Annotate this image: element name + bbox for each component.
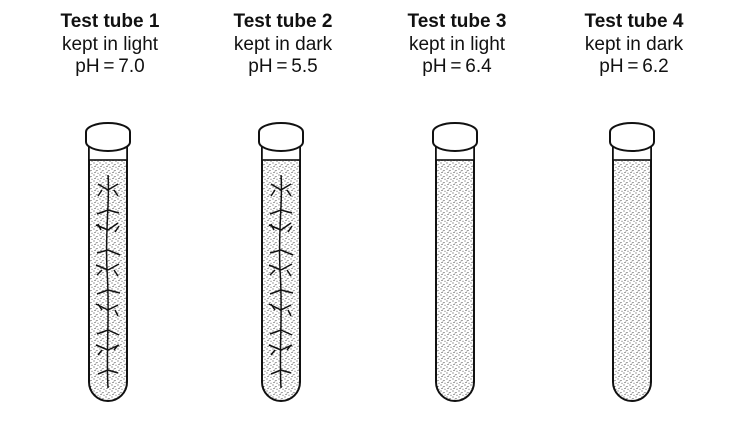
tube-labels: Test tube 1 kept in light pH = 7.0 bbox=[25, 10, 195, 78]
tube-ph: pH = 7.0 bbox=[75, 56, 145, 77]
tube-title: Test tube 1 bbox=[60, 11, 160, 32]
tube-drawing-4 bbox=[599, 120, 669, 410]
tube-drawing-3 bbox=[422, 120, 492, 410]
tube-condition: kept in dark bbox=[233, 34, 333, 55]
aquatic-plant bbox=[268, 174, 294, 389]
test-tube-2 bbox=[258, 122, 304, 402]
test-tube-4 bbox=[609, 122, 655, 402]
stopper-rim bbox=[609, 132, 655, 152]
tube-condition: kept in light bbox=[408, 34, 506, 55]
tube-labels: Test tube 4 kept in dark pH = 6.2 bbox=[549, 10, 719, 78]
tube-title: Test tube 4 bbox=[584, 11, 684, 32]
test-tube-3 bbox=[432, 122, 478, 402]
tube-drawing-1 bbox=[75, 120, 145, 410]
stopper-rim bbox=[432, 132, 478, 152]
tube-ph: pH = 6.4 bbox=[422, 56, 492, 77]
tube-labels: Test tube 2 kept in dark pH = 5.5 bbox=[198, 10, 368, 78]
test-tube-1 bbox=[85, 122, 131, 402]
stopper-rim bbox=[85, 132, 131, 152]
tube-condition: kept in dark bbox=[584, 34, 684, 55]
tube-labels: Test tube 3 kept in light pH = 6.4 bbox=[372, 10, 542, 78]
tube-body bbox=[435, 147, 475, 402]
tube-title: Test tube 2 bbox=[233, 11, 333, 32]
tube-ph: pH = 5.5 bbox=[248, 56, 318, 77]
tube-body bbox=[612, 147, 652, 402]
tube-ph: pH = 6.2 bbox=[599, 56, 669, 77]
tube-title: Test tube 3 bbox=[407, 11, 507, 32]
tube-drawing-2 bbox=[248, 120, 318, 410]
stopper-rim bbox=[258, 132, 304, 152]
aquatic-plant bbox=[95, 174, 121, 389]
tube-condition: kept in light bbox=[61, 34, 159, 55]
